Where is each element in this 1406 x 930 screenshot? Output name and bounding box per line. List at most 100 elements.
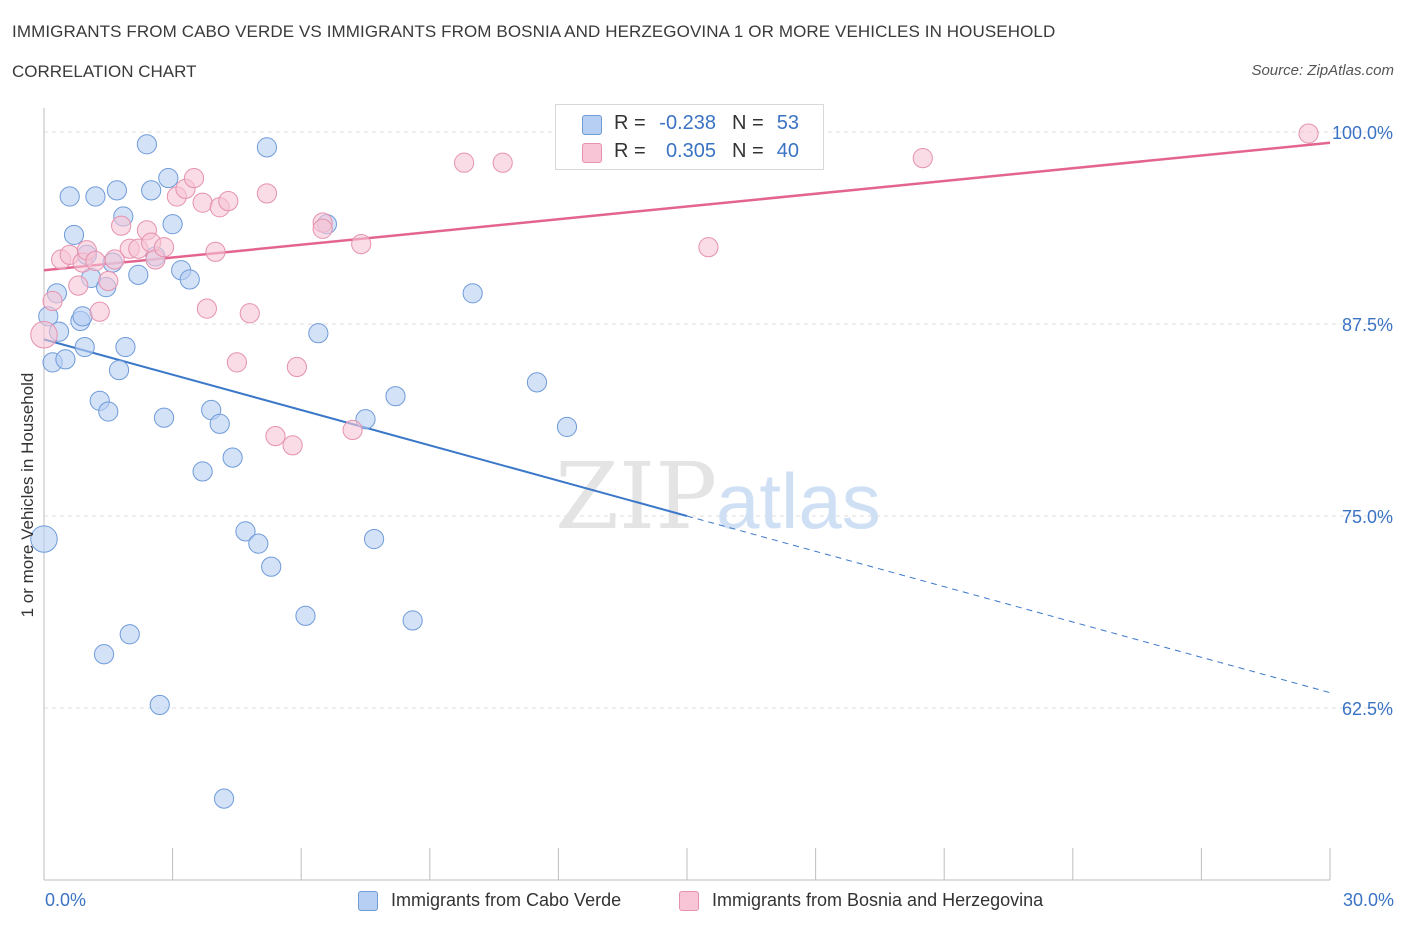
correlation-legend: R = -0.238 N = 53 R = 0.305 N = 40 bbox=[555, 104, 824, 170]
point-bosnia bbox=[42, 290, 63, 312]
point-cabo-verde bbox=[526, 372, 548, 393]
point-cabo-verde bbox=[85, 186, 106, 207]
point-cabo-verde bbox=[192, 461, 213, 482]
point-cabo-verde bbox=[158, 167, 179, 189]
axes bbox=[43, 108, 1331, 881]
point-bosnia bbox=[196, 298, 217, 319]
legend-r-value: 0.305 bbox=[665, 140, 716, 162]
point-cabo-verde bbox=[72, 306, 93, 327]
point-cabo-verde bbox=[149, 694, 170, 716]
trend-lines bbox=[43, 141, 1331, 694]
source-credit: Source: ZipAtlas.com bbox=[1251, 62, 1394, 79]
point-cabo-verde bbox=[402, 610, 423, 631]
point-bosnia bbox=[68, 275, 89, 296]
point-cabo-verde bbox=[213, 788, 235, 809]
point-cabo-verde bbox=[385, 386, 406, 407]
legend-n-value: 53 bbox=[776, 112, 799, 134]
watermark-atlas: atlas bbox=[716, 457, 881, 545]
point-cabo-verde bbox=[248, 533, 269, 554]
point-cabo-verde bbox=[153, 407, 175, 428]
point-cabo-verde bbox=[74, 336, 95, 358]
legend-n-value: 40 bbox=[776, 140, 799, 162]
chart-subtitle: CORRELATION CHART bbox=[12, 62, 197, 81]
point-cabo-verde bbox=[462, 283, 483, 304]
point-bosnia bbox=[30, 321, 58, 349]
bottom-legend-label: Immigrants from Bosnia and Herzegovina bbox=[712, 890, 1044, 910]
grid-lines bbox=[44, 131, 1392, 709]
x-tick-label-min: 0.0% bbox=[45, 890, 87, 910]
legend-n-label: N = bbox=[732, 140, 764, 162]
point-bosnia bbox=[312, 218, 333, 239]
point-bosnia bbox=[183, 167, 205, 189]
point-cabo-verde bbox=[93, 644, 115, 665]
point-bosnia bbox=[98, 270, 119, 292]
point-cabo-verde bbox=[30, 525, 58, 553]
legend-swatch-pink bbox=[582, 143, 602, 163]
point-bosnia bbox=[1298, 123, 1319, 144]
point-bosnia bbox=[351, 234, 372, 255]
point-bosnia bbox=[218, 191, 239, 212]
y-tick-label: 100.0% bbox=[1332, 123, 1393, 143]
point-cabo-verde bbox=[308, 323, 329, 344]
point-bosnia bbox=[205, 241, 226, 262]
watermark: ZIP atlas bbox=[555, 443, 881, 550]
point-bosnia bbox=[153, 237, 175, 258]
y-tick-label: 75.0% bbox=[1342, 507, 1393, 527]
y-axis-title: 1 or more Vehicles in Household bbox=[18, 372, 37, 618]
y-tick-label: 87.5% bbox=[1342, 315, 1393, 335]
y-tick-labels: 62.5% 75.0% 87.5% 100.0% bbox=[1332, 123, 1393, 719]
point-cabo-verde bbox=[128, 264, 149, 285]
point-cabo-verde bbox=[141, 180, 162, 201]
trend-line-bosnia bbox=[43, 141, 1331, 272]
x-tick-label-max: 30.0% bbox=[1342, 890, 1394, 910]
point-bosnia bbox=[89, 301, 110, 322]
point-cabo-verde bbox=[222, 447, 243, 468]
point-cabo-verde bbox=[261, 556, 282, 577]
point-bosnia bbox=[454, 152, 475, 173]
point-bosnia bbox=[192, 192, 213, 213]
point-cabo-verde bbox=[106, 180, 127, 201]
y-tick-label: 62.5% bbox=[1342, 699, 1393, 719]
point-cabo-verde bbox=[115, 336, 136, 358]
point-cabo-verde bbox=[256, 137, 277, 158]
point-bosnia bbox=[492, 152, 513, 173]
trend-line-cabo-verde-extension bbox=[686, 515, 1331, 694]
legend-swatch-blue bbox=[582, 115, 602, 135]
legend-r-label: R = bbox=[614, 112, 646, 134]
point-cabo-verde bbox=[363, 528, 385, 550]
point-cabo-verde bbox=[55, 349, 76, 370]
point-cabo-verde bbox=[119, 624, 140, 645]
point-bosnia bbox=[342, 419, 363, 441]
data-points bbox=[30, 121, 1319, 809]
point-bosnia bbox=[282, 435, 303, 456]
legend-n-label: N = bbox=[732, 112, 764, 134]
point-bosnia bbox=[256, 183, 277, 204]
bottom-legend-swatch-blue bbox=[358, 891, 378, 911]
point-bosnia bbox=[698, 237, 719, 258]
point-bosnia bbox=[912, 148, 933, 169]
point-bosnia bbox=[239, 303, 260, 324]
point-cabo-verde bbox=[59, 186, 80, 207]
legend-r-value: -0.238 bbox=[659, 112, 716, 134]
chart-title: IMMIGRANTS FROM CABO VERDE VS IMMIGRANTS… bbox=[12, 22, 1056, 41]
point-bosnia bbox=[286, 356, 308, 378]
point-bosnia bbox=[104, 249, 125, 270]
point-cabo-verde bbox=[556, 416, 578, 438]
point-bosnia bbox=[226, 352, 247, 373]
point-cabo-verde bbox=[179, 269, 200, 290]
point-cabo-verde bbox=[63, 224, 85, 246]
point-cabo-verde bbox=[98, 401, 119, 422]
watermark-zip: ZIP bbox=[555, 443, 717, 550]
point-cabo-verde bbox=[162, 214, 183, 235]
point-bosnia bbox=[111, 215, 132, 236]
point-cabo-verde bbox=[108, 359, 130, 381]
point-bosnia bbox=[85, 250, 106, 272]
point-cabo-verde bbox=[209, 413, 230, 434]
point-cabo-verde bbox=[295, 605, 316, 626]
legend-r-label: R = bbox=[614, 140, 646, 162]
point-cabo-verde bbox=[136, 134, 157, 155]
point-bosnia bbox=[265, 426, 286, 447]
bottom-legend-label: Immigrants from Cabo Verde bbox=[391, 890, 622, 910]
bottom-legend-swatch-pink bbox=[679, 891, 699, 911]
